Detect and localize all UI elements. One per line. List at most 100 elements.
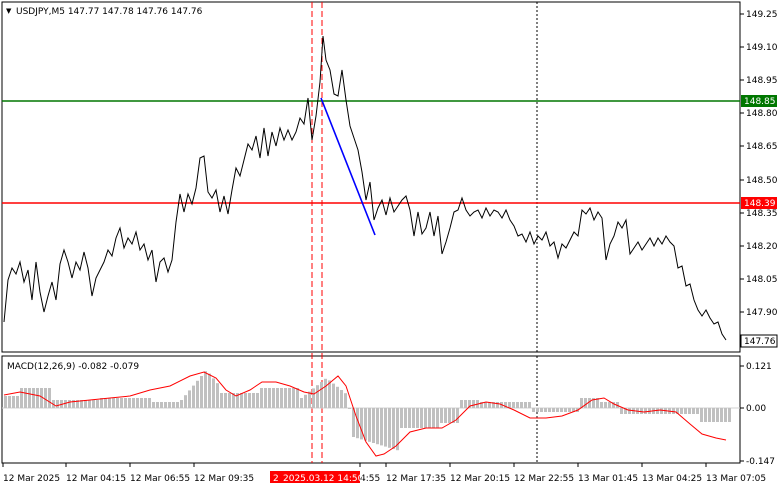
macd-hist-bar	[180, 400, 183, 408]
macd-hist-bar	[264, 388, 267, 408]
macd-hist-bar	[600, 402, 603, 408]
macd-hist-bar	[160, 402, 163, 408]
macd-hist-bar	[88, 400, 91, 408]
macd-hist-bar	[304, 394, 307, 408]
macd-hist-bar	[412, 408, 415, 428]
price-tick-label: 148.50	[746, 176, 778, 186]
symbol-dropdown-icon[interactable]: ▼	[6, 7, 12, 15]
macd-hist-bar	[708, 408, 711, 422]
macd-hist-bar	[64, 400, 67, 408]
macd-hist-bar	[44, 388, 47, 408]
macd-hist-bar	[228, 393, 231, 408]
macd-hist-bar	[520, 402, 523, 408]
trend-line[interactable]	[320, 97, 376, 236]
time-tick-label: 13 Mar 07:05	[706, 474, 766, 484]
macd-hist-bar	[156, 402, 159, 408]
green-level-tag: 148.85	[744, 97, 776, 107]
macd-hist-bar	[640, 408, 643, 414]
macd-hist-bar	[280, 388, 283, 408]
macd-hist-bar	[300, 398, 303, 408]
macd-hist-bar	[208, 373, 211, 408]
macd-hist-bar	[56, 400, 59, 408]
macd-hist-bar	[96, 400, 99, 408]
time-tick-label: 12 Mar 06:55	[130, 474, 190, 484]
macd-hist-bar	[248, 393, 251, 408]
macd-hist-bar	[200, 376, 203, 408]
macd-hist-bar	[136, 398, 139, 408]
macd-hist-bar	[284, 388, 287, 408]
macd-hist-bar	[428, 408, 431, 428]
macd-hist-bar	[376, 408, 379, 445]
macd-hist-bar	[448, 408, 451, 423]
macd-hist-bar	[656, 408, 659, 414]
macd-hist-bar	[72, 400, 75, 408]
macd-hist-bar	[196, 380, 199, 408]
macd-hist-bar	[524, 402, 527, 408]
macd-hist-bar	[660, 408, 663, 414]
cursor-time-prefix: 2	[273, 474, 279, 484]
macd-hist-bar	[696, 408, 699, 414]
macd-hist-bar	[116, 398, 119, 408]
macd-hist-bar	[420, 408, 423, 428]
macd-hist-bar	[132, 398, 135, 408]
price-axis: 149.25 149.10 148.95 148.80 148.65 148.50 148.…	[740, 10, 778, 318]
macd-tick-label: 0.00	[746, 404, 766, 414]
macd-hist-bar	[232, 393, 235, 408]
macd-hist-bar	[436, 408, 439, 428]
macd-histogram	[4, 371, 731, 451]
macd-hist-bar	[260, 388, 263, 408]
macd-hist-bar	[692, 408, 695, 414]
macd-hist-bar	[480, 402, 483, 408]
macd-hist-bar	[24, 388, 27, 408]
red-level-tag: 148.39	[744, 199, 776, 209]
red-level-tag-bg	[741, 197, 777, 209]
macd-hist-bar	[464, 400, 467, 408]
macd-hist-bar	[4, 396, 7, 408]
macd-hist-bar	[100, 398, 103, 408]
macd-hist-bar	[508, 402, 511, 408]
macd-hist-bar	[608, 402, 611, 408]
macd-hist-bar	[504, 402, 507, 408]
macd-hist-bar	[268, 388, 271, 408]
macd-hist-bar	[596, 398, 599, 408]
macd-hist-bar	[36, 388, 39, 408]
macd-panel-border	[1, 355, 741, 464]
macd-hist-bar	[84, 400, 87, 408]
macd-hist-bar	[468, 400, 471, 408]
macd-hist-bar	[552, 408, 555, 412]
price-tick-label: 149.10	[746, 43, 778, 53]
macd-hist-bar	[728, 408, 731, 422]
macd-axis: 0.121 0.00 -0.147	[740, 362, 775, 467]
macd-hist-bar	[472, 400, 475, 408]
macd-hist-bar	[516, 402, 519, 408]
macd-hist-bar	[564, 408, 567, 412]
macd-hist-bar	[212, 378, 215, 408]
macd-hist-bar	[32, 388, 35, 408]
macd-hist-bar	[592, 398, 595, 408]
macd-hist-bar	[712, 408, 715, 422]
time-tick-label: 13 Mar 01:45	[578, 474, 638, 484]
price-tick-label: 148.35	[746, 209, 778, 219]
macd-hist-bar	[224, 393, 227, 408]
time-tick-label: 12 Mar 04:15	[66, 474, 126, 484]
macd-hist-bar	[452, 408, 455, 423]
macd-hist-bar	[364, 408, 367, 441]
macd-hist-bar	[604, 402, 607, 408]
macd-hist-bar	[276, 388, 279, 408]
macd-hist-bar	[8, 396, 11, 408]
macd-hist-bar	[496, 402, 499, 408]
macd-hist-bar	[700, 408, 703, 422]
macd-hist-bar	[336, 386, 339, 408]
macd-hist-bar	[532, 408, 535, 412]
macd-hist-bar	[360, 408, 363, 440]
cursor-time-tag-bg	[270, 471, 360, 483]
macd-hist-bar	[312, 388, 315, 408]
macd-hist-bar	[544, 408, 547, 412]
macd-hist-bar	[432, 408, 435, 428]
cursor-time-tag: 2025.03.12 14:50	[283, 474, 364, 484]
macd-hist-bar	[384, 408, 387, 447]
macd-hist-bar	[172, 402, 175, 408]
macd-hist-bar	[220, 393, 223, 408]
price-tick-label: 147.90	[746, 308, 778, 318]
